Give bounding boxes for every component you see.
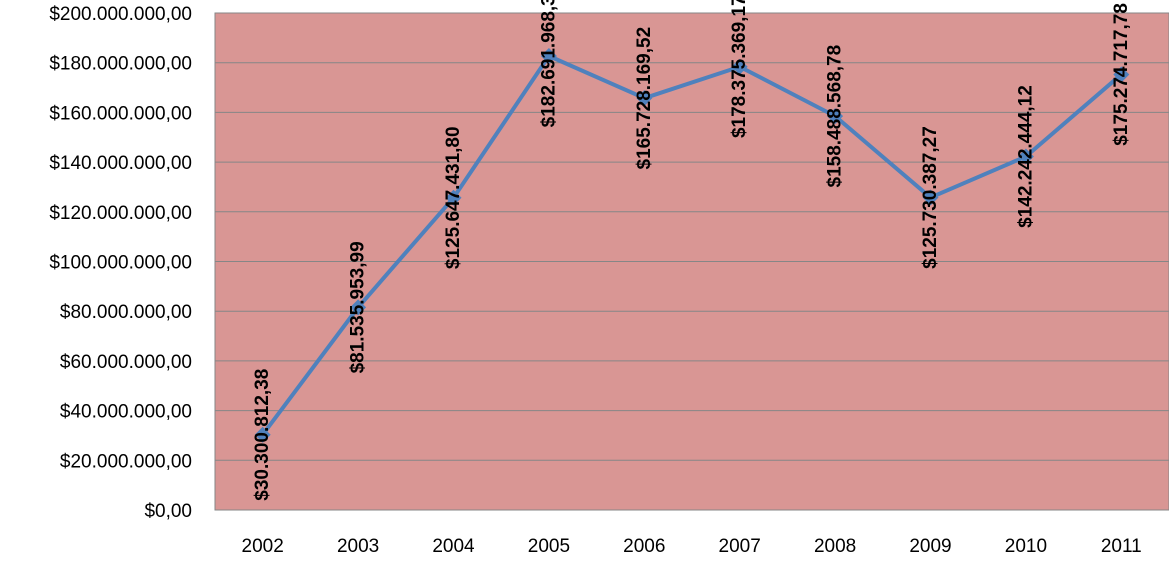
series-markers [254, 48, 1130, 443]
y-tick-label: $140.000.000,00 [49, 153, 192, 174]
data-point-marker [350, 299, 367, 316]
data-point-marker [636, 90, 653, 107]
data-label: $142.242.444,12 [1015, 85, 1036, 228]
x-axis-tick-labels: 2002 2003 2004 2005 2006 2007 2008 2009 2010 2011 [242, 536, 1142, 557]
data-point-marker [827, 108, 844, 125]
data-point-marker [540, 48, 557, 65]
x-tick-label: 2010 [1005, 536, 1047, 557]
data-point-marker [1017, 148, 1034, 165]
y-tick-label: $200.000.000,00 [49, 4, 192, 25]
data-label: $125.647.431,80 [443, 126, 464, 269]
x-tick-label: 2002 [242, 536, 284, 557]
y-axis-tick-labels: $0,00 $20.000.000,00 $40.000.000,00 $60.000… [49, 4, 192, 522]
x-tick-label: 2008 [814, 536, 856, 557]
y-tick-label: $80.000.000,00 [60, 302, 192, 323]
x-tick-label: 2005 [528, 536, 570, 557]
x-tick-label: 2011 [1101, 536, 1142, 557]
x-tick-label: 2006 [623, 536, 665, 557]
data-label: $81.535.953,99 [348, 241, 369, 373]
x-tick-label: 2004 [432, 536, 475, 557]
data-label: $30.300.812,38 [252, 369, 273, 501]
data-labels: $30.300.812,38 $81.535.953,99 $125.647.431… [252, 0, 1132, 501]
y-tick-label: $160.000.000,00 [49, 103, 192, 124]
y-tick-label: $120.000.000,00 [49, 203, 192, 224]
data-point-marker [1113, 66, 1130, 83]
x-tick-label: 2007 [719, 536, 761, 557]
gridlines [215, 62, 1169, 461]
data-label: $178.375.369,17 [729, 0, 750, 138]
data-label: $182.691.968,34 [538, 0, 559, 127]
y-tick-label: $100.000.000,00 [49, 253, 192, 274]
data-label: $175.274.717,78 [1111, 3, 1132, 146]
y-tick-label: $0,00 [144, 501, 192, 522]
data-point-marker [922, 189, 939, 206]
y-tick-label: $20.000.000,00 [60, 451, 192, 472]
y-tick-label: $60.000.000,00 [60, 352, 192, 373]
data-label: $125.730.387,27 [920, 126, 941, 269]
series-line [261, 54, 1123, 436]
data-point-marker [254, 426, 271, 443]
x-tick-label: 2009 [909, 536, 951, 557]
data-point-marker [731, 58, 748, 75]
y-tick-label: $40.000.000,00 [60, 402, 192, 423]
x-tick-label: 2003 [337, 536, 379, 557]
data-label: $165.728.169,52 [634, 27, 655, 170]
data-label: $158.488.568,78 [825, 45, 846, 188]
y-tick-label: $180.000.000,00 [49, 54, 192, 75]
data-point-marker [445, 189, 462, 206]
